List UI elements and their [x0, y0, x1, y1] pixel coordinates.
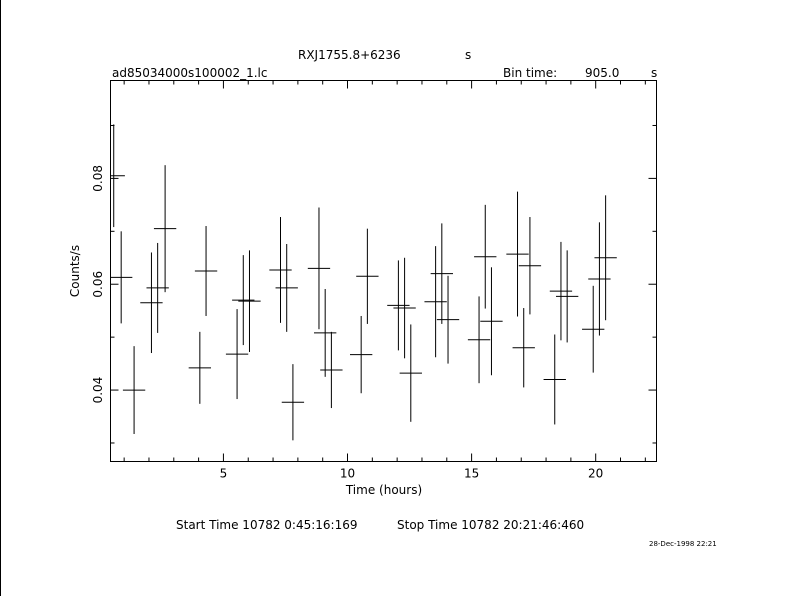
- plot-frame: [110, 80, 657, 462]
- data-point: [549, 241, 573, 341]
- data-point: [594, 195, 617, 321]
- data-point: [588, 222, 611, 336]
- data-point: [110, 231, 133, 324]
- data-point: [356, 228, 379, 324]
- data-point: [399, 324, 422, 422]
- y-axis-label: Counts/s: [68, 245, 82, 297]
- data-point: [436, 275, 460, 364]
- data-point: [393, 257, 416, 359]
- data-point: [555, 250, 579, 343]
- data-point: [506, 191, 529, 317]
- data-points: [110, 124, 617, 441]
- bin-time-unit: s: [651, 66, 658, 80]
- y-tick-label: 0.08: [91, 165, 105, 192]
- y-tick-label: 0.06: [91, 271, 105, 298]
- source-name: RXJ1755.8+6236: [298, 48, 401, 62]
- x-tick-label: 15: [464, 467, 479, 481]
- data-point: [225, 309, 249, 400]
- stop-time-label: Stop Time 10782 20:21:46:460: [397, 518, 585, 532]
- data-point: [194, 226, 218, 316]
- data-point: [543, 334, 566, 425]
- source-unit: s: [465, 48, 472, 62]
- data-point: [153, 165, 177, 293]
- x-axis-label: Time (hours): [345, 483, 422, 497]
- x-tick-label: 5: [220, 467, 228, 481]
- axis-tick-labels: 5 10 15 20 0.04 0.06 0.08: [91, 165, 603, 480]
- window-left-border: [0, 0, 1, 596]
- data-point: [275, 244, 298, 332]
- data-point: [480, 267, 503, 376]
- data-point: [349, 315, 373, 394]
- lightcurve-file-name: ad85034000s100002_1.lc: [112, 66, 268, 80]
- x-tick-label: 10: [340, 467, 355, 481]
- data-point: [582, 285, 605, 373]
- data-point: [512, 308, 535, 388]
- data-point: [232, 255, 255, 346]
- start-time-label: Start Time 10782 0:45:16:169: [176, 518, 358, 532]
- axis-ticks: [110, 80, 657, 462]
- data-point: [281, 364, 305, 441]
- bin-time-label: Bin time:: [503, 66, 558, 80]
- data-point: [314, 288, 337, 377]
- bin-time-value: 905.0: [585, 66, 620, 80]
- data-point: [467, 296, 491, 384]
- data-point: [424, 246, 447, 358]
- data-point: [307, 207, 331, 330]
- data-point: [320, 331, 343, 409]
- data-point: [430, 223, 453, 324]
- data-point: [518, 217, 542, 315]
- y-tick-label: 0.04: [91, 377, 105, 404]
- data-point: [110, 124, 125, 228]
- data-point: [140, 252, 163, 354]
- data-point: [188, 331, 212, 404]
- plot-timestamp: 28-Dec-1998 22:21: [649, 540, 717, 548]
- data-point: [269, 217, 292, 323]
- data-point: [387, 260, 410, 351]
- x-tick-label: 20: [588, 467, 603, 481]
- data-point: [238, 250, 261, 352]
- data-point: [122, 346, 146, 434]
- data-point: [474, 204, 497, 309]
